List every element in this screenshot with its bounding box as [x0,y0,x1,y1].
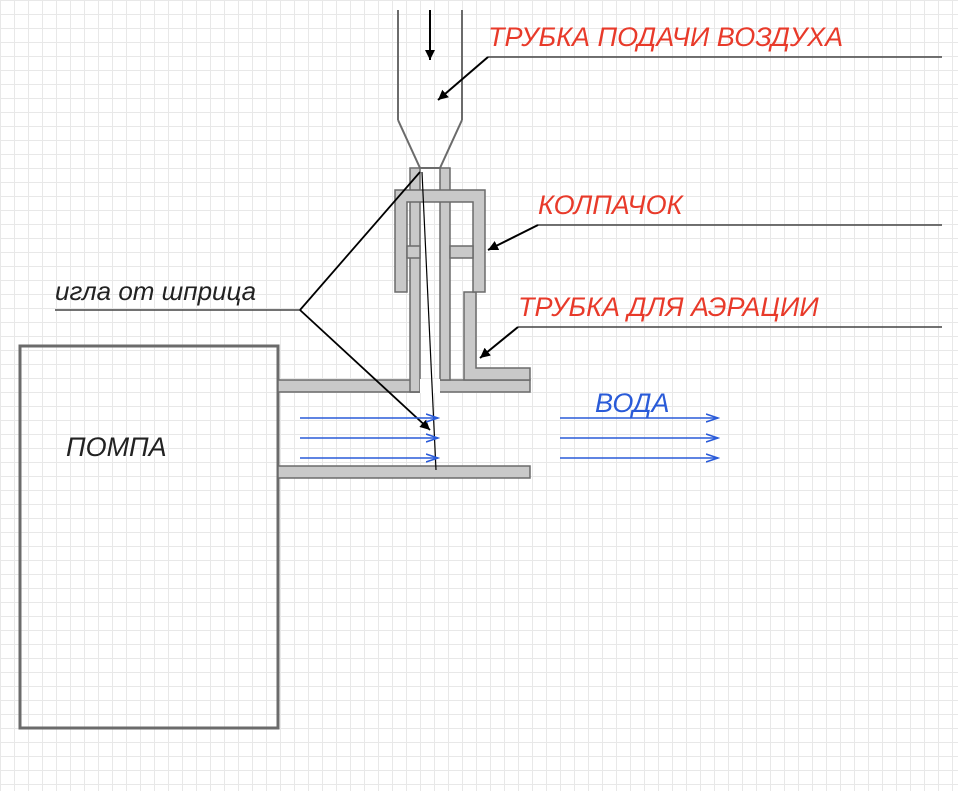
channel-bottom-wall [278,466,530,478]
funnel [398,120,462,168]
pump-box [20,346,278,728]
arr-cap [488,225,538,250]
arr-aeration [480,327,518,358]
channel-top-wall [278,380,530,392]
aeration-pipe [464,292,530,380]
diagram-svg [0,0,958,791]
diagram-canvas: ТРУБКА ПОДАЧИ ВОЗДУХА КОЛПАЧОК ТРУБКА ДЛ… [0,0,958,791]
